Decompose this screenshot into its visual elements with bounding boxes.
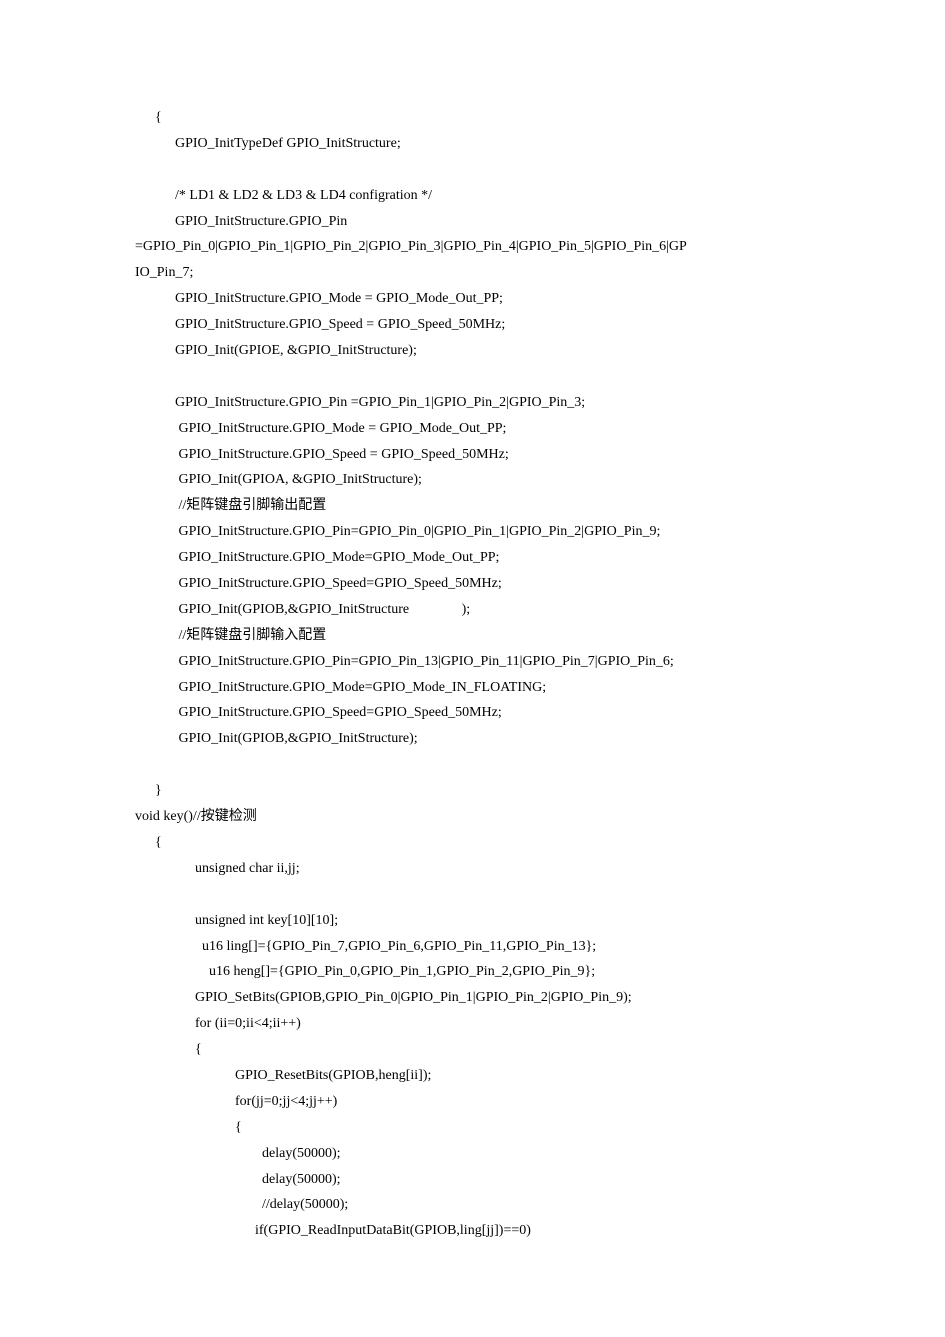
code-line: GPIO_InitStructure.GPIO_Pin=GPIO_Pin_13|…: [135, 649, 810, 675]
code-line: unsigned int key[10][10];: [135, 908, 810, 934]
code-line: //矩阵键盘引脚输出配置: [135, 493, 810, 519]
blank-line: [135, 157, 810, 183]
code-line: GPIO_InitStructure.GPIO_Speed = GPIO_Spe…: [135, 312, 810, 338]
code-line: for(jj=0;jj<4;jj++): [135, 1089, 810, 1115]
code-line: delay(50000);: [135, 1167, 810, 1193]
code-line: GPIO_ResetBits(GPIOB,heng[ii]);: [135, 1063, 810, 1089]
code-line: GPIO_InitStructure.GPIO_Mode=GPIO_Mode_O…: [135, 545, 810, 571]
code-line: GPIO_Init(GPIOE, &GPIO_InitStructure);: [135, 338, 810, 364]
blank-line: [135, 752, 810, 778]
code-line: GPIO_InitStructure.GPIO_Speed = GPIO_Spe…: [135, 442, 810, 468]
code-line: GPIO_InitTypeDef GPIO_InitStructure;: [135, 131, 810, 157]
blank-line: [135, 364, 810, 390]
code-line: for (ii=0;ii<4;ii++): [135, 1011, 810, 1037]
code-line: GPIO_InitStructure.GPIO_Mode=GPIO_Mode_I…: [135, 675, 810, 701]
code-line: GPIO_Init(GPIOB,&GPIO_InitStructure);: [135, 726, 810, 752]
code-line: GPIO_InitStructure.GPIO_Mode = GPIO_Mode…: [135, 286, 810, 312]
code-document: {GPIO_InitTypeDef GPIO_InitStructure;/* …: [135, 105, 810, 1244]
code-line: }: [135, 778, 810, 804]
code-line: //delay(50000);: [135, 1192, 810, 1218]
code-line: u16 heng[]={GPIO_Pin_0,GPIO_Pin_1,GPIO_P…: [135, 959, 810, 985]
blank-line: [135, 882, 810, 908]
code-line: {: [135, 1115, 810, 1141]
code-line: GPIO_InitStructure.GPIO_Pin =GPIO_Pin_1|…: [135, 390, 810, 416]
code-line: =GPIO_Pin_0|GPIO_Pin_1|GPIO_Pin_2|GPIO_P…: [135, 234, 810, 260]
code-line: IO_Pin_7;: [135, 260, 810, 286]
code-line: if(GPIO_ReadInputDataBit(GPIOB,ling[jj])…: [135, 1218, 810, 1244]
code-line: GPIO_InitStructure.GPIO_Mode = GPIO_Mode…: [135, 416, 810, 442]
code-line: delay(50000);: [135, 1141, 810, 1167]
code-line: {: [135, 105, 810, 131]
code-line: GPIO_InitStructure.GPIO_Pin: [135, 209, 810, 235]
code-line: GPIO_Init(GPIOB,&GPIO_InitStructure );: [135, 597, 810, 623]
code-line: /* LD1 & LD2 & LD3 & LD4 configration */: [135, 183, 810, 209]
code-line: //矩阵键盘引脚输入配置: [135, 623, 810, 649]
code-line: GPIO_InitStructure.GPIO_Speed=GPIO_Speed…: [135, 700, 810, 726]
code-line: {: [135, 830, 810, 856]
code-line: GPIO_InitStructure.GPIO_Pin=GPIO_Pin_0|G…: [135, 519, 810, 545]
code-line: GPIO_SetBits(GPIOB,GPIO_Pin_0|GPIO_Pin_1…: [135, 985, 810, 1011]
code-line: GPIO_InitStructure.GPIO_Speed=GPIO_Speed…: [135, 571, 810, 597]
code-line: {: [135, 1037, 810, 1063]
code-line: void key()//按键检测: [135, 804, 810, 830]
code-line: GPIO_Init(GPIOA, &GPIO_InitStructure);: [135, 467, 810, 493]
code-line: u16 ling[]={GPIO_Pin_7,GPIO_Pin_6,GPIO_P…: [135, 934, 810, 960]
code-line: unsigned char ii,jj;: [135, 856, 810, 882]
